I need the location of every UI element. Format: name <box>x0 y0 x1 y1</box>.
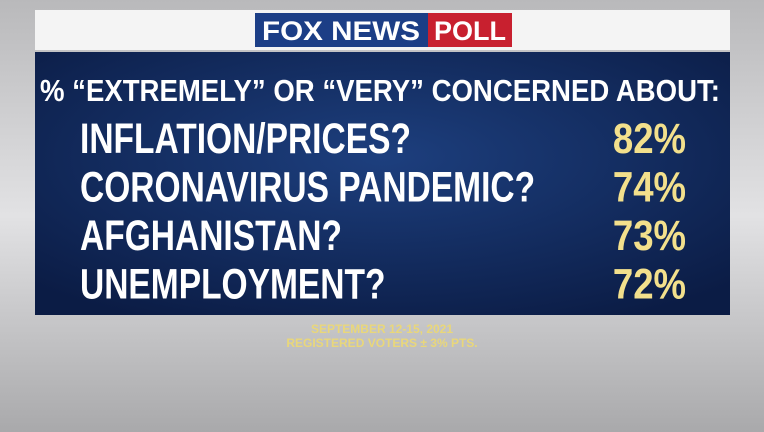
row-label: CORONAVIRUS PANDEMIC? <box>80 164 535 212</box>
row-value-group: 74% <box>613 164 686 211</box>
brand: FOX NEWS <box>262 16 420 46</box>
note: REGISTERED VOTERS ± 3% PTS. <box>286 336 477 350</box>
panel <box>35 52 730 315</box>
row-label: AFGHANISTAN? <box>80 212 342 260</box>
rows: INFLATION/PRICES? 82% CORONAVIRUS PANDEMIC… <box>80 115 686 308</box>
row-value: 82% <box>613 115 686 162</box>
note: SEPTEMBER 12-15, 2021 <box>311 322 453 336</box>
logo-box <box>255 13 428 47</box>
row-value: 73% <box>613 212 686 259</box>
row-label: UNEMPLOYMENT? <box>80 261 385 309</box>
row-value: 72% <box>613 261 686 308</box>
row-label-group: AFGHANISTAN? <box>80 212 342 260</box>
row-value-group: 72% <box>613 261 686 308</box>
row-label-group: INFLATION/PRICES? <box>80 115 411 163</box>
row-label-group: UNEMPLOYMENT? <box>80 261 385 309</box>
question: % “EXTREMELY” OR “VERY” CONCERNED ABOUT: <box>40 73 720 108</box>
row-label: INFLATION/PRICES? <box>80 115 411 163</box>
row-value-group: 82% <box>613 115 686 162</box>
logo-tag-box <box>428 13 512 47</box>
row-value: 74% <box>613 164 686 211</box>
row-value-group: 73% <box>613 212 686 259</box>
row-label-group: CORONAVIRUS PANDEMIC? <box>80 164 535 212</box>
brand-tag: POLL <box>434 16 506 46</box>
